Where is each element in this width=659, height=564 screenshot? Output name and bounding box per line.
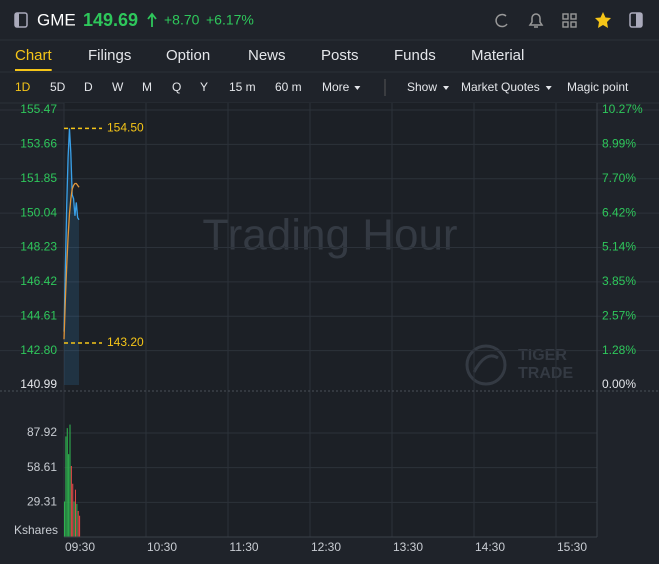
volume-bar [79,515,81,537]
volume-bar [70,466,72,537]
volume-bar [72,483,74,537]
y2-tick-label: 2.57% [602,308,636,322]
volume-bar [77,510,79,537]
volume-bar [69,424,71,537]
extreme-label: 143.20 [107,335,144,349]
alert-icon[interactable] [528,13,544,28]
y2-tick-label: 5.14% [602,240,636,254]
price-area [64,128,80,385]
period-button[interactable]: 60 m [275,80,302,94]
y-tick-label: 146.42 [20,274,57,288]
y-tick-label: 155.47 [20,102,57,116]
volume-bar [66,428,68,537]
y-tick-label: 140.99 [20,377,57,391]
period-button[interactable]: Q [172,80,181,94]
tool-button[interactable]: Magic point [567,80,629,94]
favorite-star[interactable] [595,12,611,28]
volume-bar [76,503,78,537]
volume-bar [74,489,76,537]
tool-button[interactable]: Market Quotes [461,80,540,94]
x-tick-label: 15:30 [557,540,587,554]
x-tick-label: 10:30 [147,540,177,554]
dropdown-arrow [443,86,450,90]
tab-bar: Chart Filings Option News Posts Funds Material [15,47,524,71]
symbol: GME [37,10,76,29]
period-button[interactable]: 5D [50,80,66,94]
y2-tick-label: 6.42% [602,205,636,219]
watermark: Trading Hour [202,211,457,260]
tab[interactable]: Material [471,47,524,64]
refresh-icon[interactable] [495,13,508,28]
y2-tick-label: 1.28% [602,343,636,357]
y2-tick-label: 0.00% [602,377,636,391]
period-button[interactable]: D [84,80,93,94]
price-change: +8.70 [164,12,200,28]
tool-button[interactable]: Show [407,80,437,94]
x-tick-label: 13:30 [393,540,423,554]
dropdown-arrow [545,86,552,90]
volume-bar [64,501,66,537]
layout-icon[interactable] [562,13,577,28]
price-change-pct: +6.17% [206,12,254,28]
tab[interactable]: Funds [394,47,436,64]
y-tick-label: 150.04 [20,205,57,219]
y2-tick-label: 8.99% [602,136,636,150]
y-tick-label: 148.23 [20,240,57,254]
tab[interactable]: Filings [88,47,131,64]
tab[interactable]: Posts [321,47,359,64]
y-tick-label: 58.61 [27,460,57,474]
sidebar-icon-fill [15,13,19,27]
y-tick-label: 153.66 [20,137,57,151]
tab[interactable]: News [248,47,286,64]
brand-logo [465,344,507,386]
volume-bar [68,454,70,537]
brand-text: TRADE [518,365,573,382]
active-tab-indicator [15,69,52,71]
price: 149.69 [83,10,138,30]
volume-bar [73,501,75,537]
plot-background [64,103,597,537]
header: GME 149.69 +8.70 +6.17% [14,10,643,30]
y-tick-label: 29.31 [27,494,57,508]
y2-tick-label: 10.27% [602,102,643,116]
price-line [63,182,80,340]
price-line [63,128,80,332]
x-tick-label: 09:30 [65,540,95,554]
y2-tick-label: 7.70% [602,171,636,185]
brand-text: TIGER [518,347,567,364]
period-button[interactable]: 1D [15,80,31,94]
y-tick-label: 87.92 [27,425,57,439]
period-button[interactable]: More [322,80,350,94]
period-button[interactable]: M [142,80,152,94]
tab[interactable]: Chart [15,47,53,64]
y-tick-label: 142.80 [20,343,57,357]
brand-logo-mark [472,354,499,373]
up-arrow [147,12,157,27]
tab[interactable]: Option [166,47,210,64]
period-button[interactable]: 15 m [229,80,256,94]
y-tick-label: 144.61 [20,308,57,322]
x-tick-label: 11:30 [229,540,258,554]
volume-bar [65,436,67,537]
panel-icon-fill [636,13,642,27]
x-tick-label: 12:30 [311,540,341,554]
period-button[interactable]: Y [200,80,208,94]
y2-tick-label: 3.85% [602,274,636,288]
y-tick-label: 151.85 [20,171,57,185]
extreme-label: 154.50 [107,121,144,135]
dropdown-arrow [354,86,361,90]
chart-toolbar: 1D 5D D W M Q Y 15 m 60 m More Show Market Quotes Ma… [15,80,629,94]
y-axis-label: Kshares [14,523,58,537]
period-button[interactable]: W [112,80,124,94]
x-tick-label: 14:30 [475,540,505,554]
